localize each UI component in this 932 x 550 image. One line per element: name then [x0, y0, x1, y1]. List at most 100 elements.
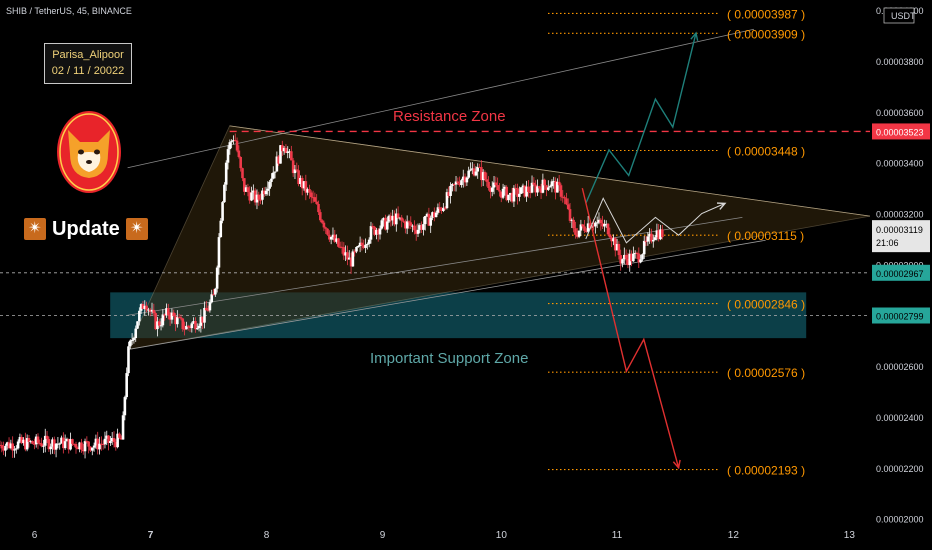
candle	[47, 438, 51, 450]
candle	[433, 212, 436, 218]
candle	[221, 202, 224, 221]
candle	[277, 156, 280, 164]
update-badge: ✴ Update ✴	[24, 214, 148, 244]
candle	[480, 167, 483, 181]
triangle-upper-line	[229, 125, 871, 217]
candle	[320, 220, 324, 223]
candle	[490, 187, 494, 192]
candle	[360, 242, 364, 246]
candle	[467, 170, 470, 178]
candle	[547, 187, 550, 190]
candle	[630, 253, 633, 262]
candle	[105, 435, 109, 439]
candle	[373, 226, 376, 235]
candle	[566, 204, 570, 210]
candle	[326, 228, 329, 235]
candle	[518, 193, 521, 197]
candle	[519, 187, 523, 194]
candle	[398, 217, 402, 219]
candle	[440, 208, 443, 211]
candle	[548, 186, 552, 188]
candle	[657, 230, 660, 240]
candle	[219, 220, 223, 238]
neutral-arrowhead	[716, 202, 727, 210]
candle	[449, 185, 452, 196]
candle	[138, 310, 141, 322]
candle	[556, 181, 559, 193]
candle	[659, 229, 662, 240]
candle	[199, 316, 203, 326]
candle	[98, 443, 101, 450]
candle	[152, 309, 156, 314]
candle	[632, 253, 635, 262]
candle	[253, 190, 257, 203]
candle	[375, 229, 378, 235]
y-tick-label: 0.00003200	[876, 210, 924, 220]
candle	[642, 240, 646, 255]
candle	[367, 239, 371, 244]
candle	[349, 257, 353, 267]
y-tick-label: 0.00002600	[876, 362, 924, 372]
candle	[136, 321, 139, 329]
candle	[282, 147, 286, 152]
candle	[204, 307, 208, 311]
candle	[626, 258, 630, 266]
candle	[445, 192, 449, 209]
candle	[297, 170, 300, 185]
candle	[340, 246, 344, 248]
candle	[261, 190, 264, 200]
candle	[165, 308, 168, 316]
candle	[505, 186, 508, 201]
candle	[478, 166, 481, 168]
candle	[210, 294, 214, 303]
candle	[259, 199, 262, 201]
candle	[87, 441, 90, 447]
level-label: ( 0.00002576 )	[727, 366, 805, 380]
candle	[176, 317, 179, 325]
candle	[617, 244, 621, 256]
candle	[268, 181, 271, 189]
candle	[552, 181, 556, 183]
candle	[72, 443, 76, 445]
candle	[485, 179, 489, 182]
candle	[109, 441, 112, 443]
candle	[422, 224, 425, 230]
candle	[514, 187, 518, 189]
candle	[443, 207, 447, 209]
candle	[31, 441, 34, 444]
support-zone-label: Important Support Zone	[370, 350, 528, 367]
candle	[411, 225, 414, 227]
candle	[572, 219, 575, 229]
candle	[291, 160, 295, 174]
candle	[378, 228, 382, 235]
candle	[420, 225, 423, 230]
candle	[481, 172, 485, 181]
candle	[257, 194, 261, 200]
candle	[188, 326, 192, 329]
candle	[550, 181, 554, 187]
candle	[181, 318, 185, 330]
candle	[20, 437, 24, 444]
current-price-tag	[872, 220, 930, 253]
candle	[183, 329, 186, 331]
candle	[364, 244, 367, 248]
candle	[492, 182, 496, 188]
candle	[159, 325, 163, 327]
countdown-label: 21:06	[876, 238, 899, 248]
channel-upper-line	[127, 28, 755, 169]
candle	[49, 446, 52, 450]
time-axis[interactable]	[0, 525, 870, 550]
candle	[118, 433, 121, 438]
candle	[543, 179, 546, 186]
candle	[101, 443, 105, 445]
candle	[608, 234, 612, 238]
candle	[537, 186, 541, 189]
candle	[74, 444, 78, 448]
candle	[648, 233, 651, 237]
level-label: ( 0.00003448 )	[727, 145, 805, 159]
x-tick-label: 13	[844, 530, 856, 541]
candle	[317, 203, 320, 213]
candle	[530, 182, 534, 193]
candle	[25, 438, 29, 450]
